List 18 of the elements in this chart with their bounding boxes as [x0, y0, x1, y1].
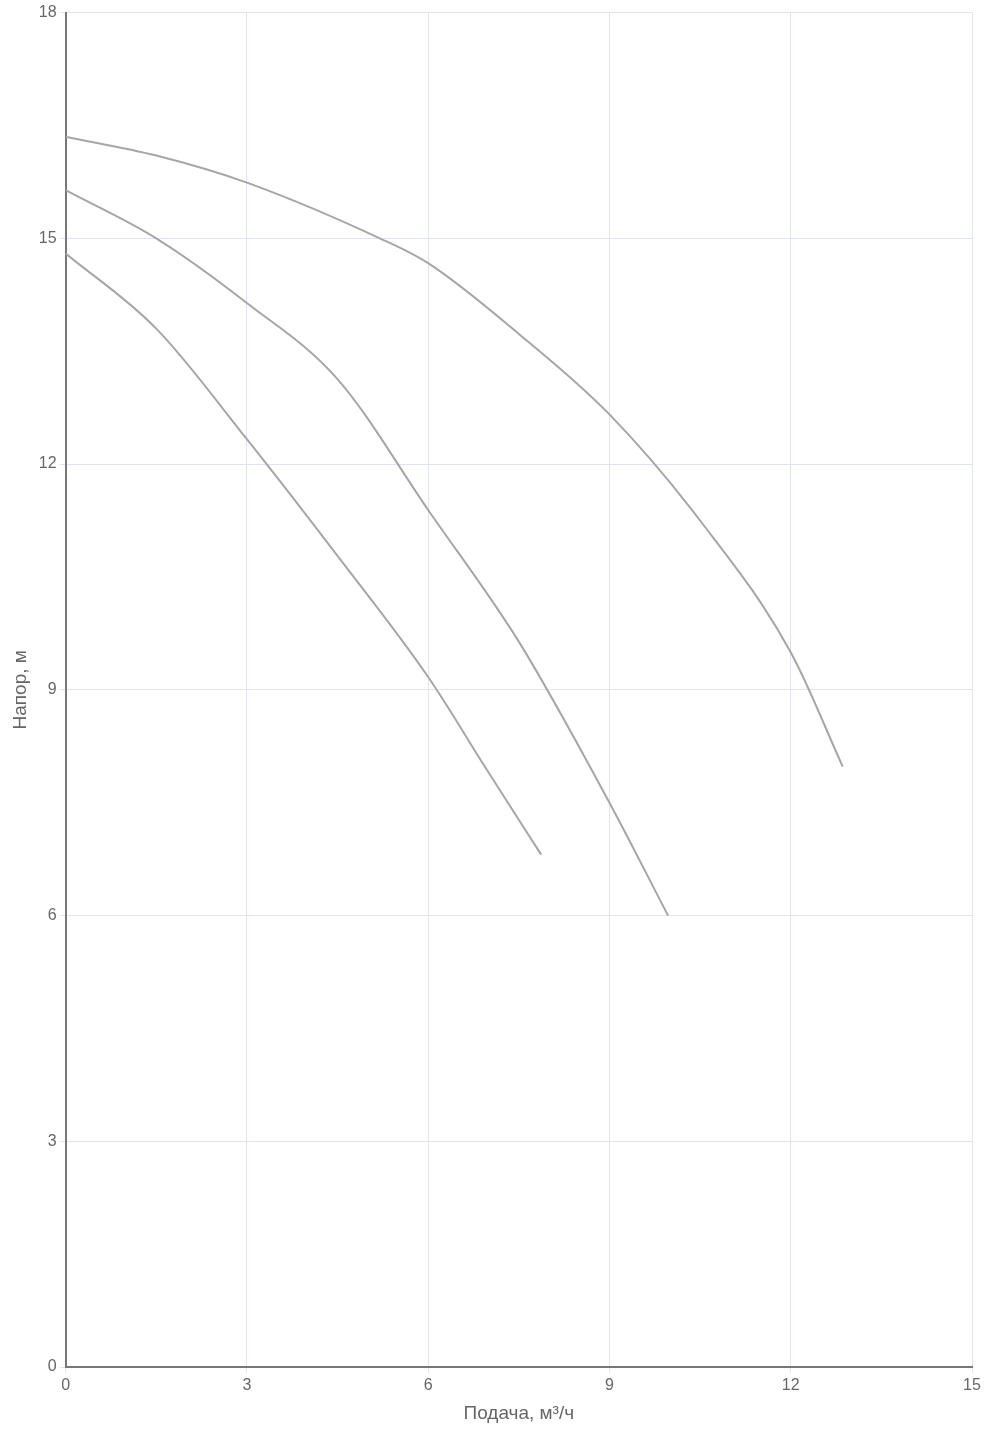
line-series	[65, 135, 844, 768]
y-tick-label: 3	[47, 1131, 57, 1149]
x-tick-label: 0	[61, 1376, 71, 1394]
x-axis-title: Подача, м³/ч	[463, 1401, 575, 1423]
y-tick-label: 9	[47, 680, 57, 698]
y-tick-label: 12	[38, 454, 57, 472]
y-tick-label: 18	[38, 3, 57, 21]
x-tick-label: 12	[781, 1376, 800, 1394]
line-series	[65, 189, 670, 917]
y-tick-label: 15	[38, 228, 57, 246]
x-tick-label: 3	[242, 1376, 252, 1394]
x-tick-label: 9	[604, 1376, 614, 1394]
line-series	[65, 252, 543, 856]
x-tick-label: 15	[963, 1376, 981, 1394]
y-tick-label: 0	[47, 1357, 57, 1375]
y-axis-title: Напор, м	[8, 650, 30, 730]
y-tick-label: 6	[47, 905, 57, 923]
x-tick-label: 6	[423, 1376, 433, 1394]
